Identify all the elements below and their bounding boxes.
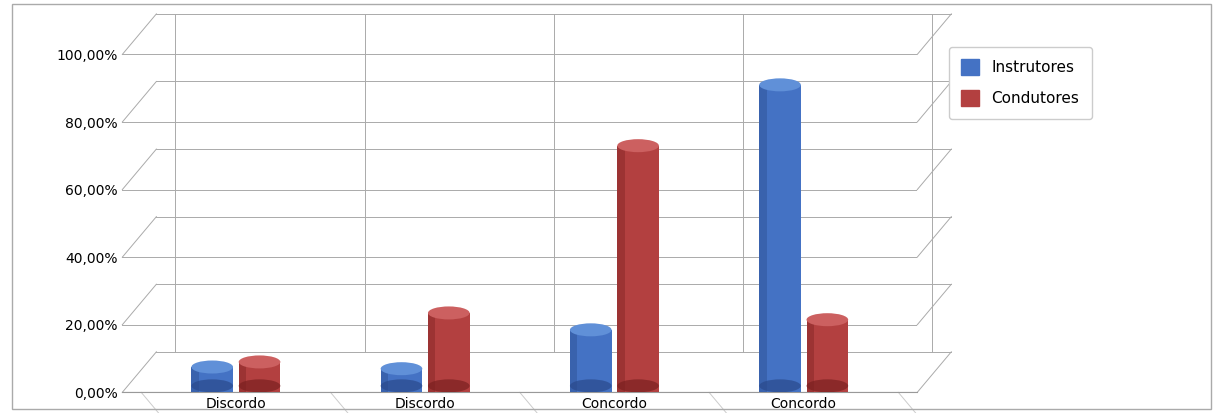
Bar bbox=[380, 369, 422, 392]
Bar bbox=[570, 330, 612, 392]
Ellipse shape bbox=[618, 379, 659, 392]
Ellipse shape bbox=[759, 379, 801, 392]
Bar bbox=[759, 85, 801, 392]
Ellipse shape bbox=[238, 356, 280, 368]
Ellipse shape bbox=[191, 361, 234, 373]
Bar bbox=[238, 362, 280, 392]
Ellipse shape bbox=[806, 313, 849, 326]
Ellipse shape bbox=[428, 379, 470, 392]
Ellipse shape bbox=[570, 379, 612, 392]
Bar bbox=[806, 320, 815, 392]
Ellipse shape bbox=[759, 78, 801, 91]
Ellipse shape bbox=[380, 362, 422, 375]
Ellipse shape bbox=[380, 379, 422, 392]
Bar bbox=[570, 330, 577, 392]
Ellipse shape bbox=[428, 306, 470, 319]
Bar bbox=[238, 362, 246, 392]
Bar bbox=[428, 313, 470, 392]
Bar bbox=[428, 313, 435, 392]
Ellipse shape bbox=[570, 323, 612, 336]
Bar bbox=[191, 367, 234, 392]
Legend: Instrutores, Condutores: Instrutores, Condutores bbox=[949, 47, 1092, 119]
Bar bbox=[618, 146, 659, 392]
Bar bbox=[191, 367, 199, 392]
Bar bbox=[759, 85, 767, 392]
Bar bbox=[380, 369, 388, 392]
Bar bbox=[618, 146, 625, 392]
Ellipse shape bbox=[806, 379, 849, 392]
Ellipse shape bbox=[191, 379, 234, 392]
Bar bbox=[806, 320, 849, 392]
Ellipse shape bbox=[238, 379, 280, 392]
Ellipse shape bbox=[618, 139, 659, 152]
